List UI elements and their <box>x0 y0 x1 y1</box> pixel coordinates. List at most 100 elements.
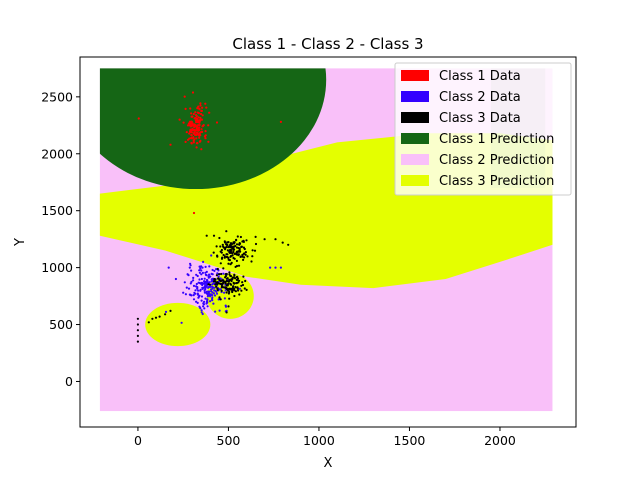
class-2-data-point <box>206 305 209 308</box>
class-3-data-point <box>245 288 248 291</box>
class-3-data-point <box>225 311 228 314</box>
class-2-data-point <box>189 262 192 265</box>
class-2-data-point <box>202 305 205 308</box>
class-1-data-point <box>198 121 201 124</box>
class-2-data-point <box>211 268 214 272</box>
class-3-data-point <box>216 287 219 290</box>
class-1-data-point <box>201 114 204 117</box>
class-1-data-point <box>194 111 197 114</box>
class-3-data-point <box>238 243 241 246</box>
class-1-data-point <box>193 125 196 128</box>
class-1-data-point <box>193 117 196 120</box>
class-2-data-point <box>211 283 214 286</box>
class-3-data-point <box>232 256 235 260</box>
class-2-data-point <box>201 266 204 269</box>
class-3-data-point <box>239 255 242 258</box>
class-3-data-point <box>231 289 234 293</box>
class-1-data-point <box>169 143 172 146</box>
class-2-data-point <box>210 280 213 283</box>
class-2-data-point <box>205 300 209 303</box>
class-1-data-point <box>196 107 199 110</box>
legend-swatch <box>401 154 429 165</box>
class1-prediction-region <box>99 68 327 190</box>
class-3-data-point <box>229 255 232 258</box>
class-2-data-point <box>215 292 219 295</box>
legend-entry-label: Class 1 Data <box>439 69 521 84</box>
class-1-data-point <box>190 142 193 145</box>
class-2-data-point <box>202 260 205 263</box>
class-1-data-point <box>195 146 198 149</box>
class-1-data-point <box>196 119 200 122</box>
y-axis-label: Y <box>13 238 28 247</box>
class-3-data-point <box>232 248 235 251</box>
class-2-data-point <box>204 265 207 268</box>
class-2-data-point <box>200 277 203 281</box>
class3-prediction-region-left <box>145 302 211 347</box>
class-2-data-point <box>213 294 217 297</box>
class-3-data-point <box>235 243 239 246</box>
class-1-data-point <box>199 102 202 105</box>
class-2-data-point <box>198 278 201 281</box>
class-2-data-point <box>200 311 203 314</box>
class-2-data-point <box>184 293 187 296</box>
class-2-data-point <box>164 310 168 313</box>
class-1-data-point <box>184 107 187 110</box>
class-2-data-point <box>200 295 204 298</box>
class-1-data-point <box>190 136 193 140</box>
class-3-data-point <box>218 296 221 299</box>
class-3-data-point <box>222 279 225 282</box>
class-2-data-point <box>217 275 220 278</box>
class-1-data-point <box>199 116 202 120</box>
class-2-data-point <box>195 285 198 288</box>
class-2-data-point <box>200 273 203 276</box>
class-2-data-point <box>218 309 221 312</box>
class-3-data-point <box>226 241 229 244</box>
class-1-data-point <box>182 121 185 124</box>
class-2-data-point <box>206 295 209 298</box>
class-3-data-point <box>254 242 258 246</box>
class-2-data-point <box>204 288 207 291</box>
class-1-data-point <box>198 107 201 110</box>
class-3-data-point <box>243 287 246 290</box>
class-3-data-point <box>240 289 243 292</box>
class-3-data-point <box>244 279 247 283</box>
class-2-data-point <box>212 286 215 289</box>
y-tick-label: 2500 <box>41 89 73 104</box>
class-3-data-point <box>223 240 226 243</box>
y-axis: 0 500 1000 1500 2000 2500 <box>41 89 80 389</box>
class-1-data-point <box>195 142 199 145</box>
class-1-data-point <box>193 123 196 126</box>
class-1-data-point <box>197 116 200 119</box>
class-2-data-point <box>200 269 203 272</box>
class-3-data-point <box>228 290 231 294</box>
class-2-data-point <box>206 279 209 282</box>
class-1-data-point <box>186 138 190 141</box>
class-1-data-point <box>192 136 195 139</box>
class-2-data-point <box>188 266 191 269</box>
class-2-data-point <box>190 269 193 272</box>
class-2-data-point <box>208 273 211 276</box>
class-1-data-point <box>192 141 195 144</box>
class-2-data-point <box>203 277 206 280</box>
x-tick-label: 1000 <box>303 433 335 448</box>
class-2-data-point <box>212 302 215 305</box>
class-3-data-point <box>235 259 238 262</box>
class-2-data-point <box>197 289 200 292</box>
class-2-data-point <box>192 284 196 287</box>
class-1-data-point <box>195 114 198 118</box>
class-2-data-point <box>223 291 226 294</box>
class-2-data-point <box>211 291 214 294</box>
class-2-data-point <box>210 254 213 257</box>
class-3-data-point <box>230 287 233 291</box>
class-2-data-point <box>200 299 203 302</box>
class-3-data-point <box>136 334 139 337</box>
class-3-data-point <box>158 315 161 318</box>
class-2-data-point <box>209 295 212 298</box>
class-3-data-point <box>236 286 239 289</box>
class-1-data-point <box>189 107 192 110</box>
class-1-data-point <box>192 211 196 215</box>
class-3-data-point <box>217 277 220 280</box>
class-3-data-point <box>225 243 228 246</box>
class-1-data-point <box>190 134 193 137</box>
class-3-data-point <box>243 247 246 251</box>
